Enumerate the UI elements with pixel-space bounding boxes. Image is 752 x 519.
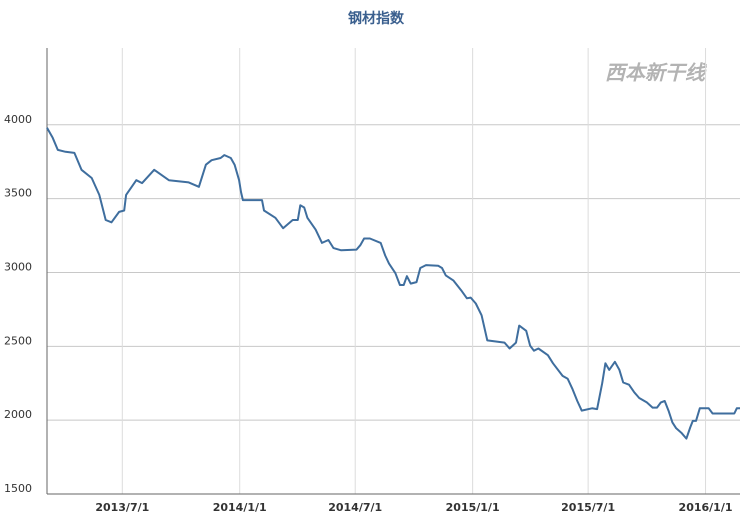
y-tick-label: 3000 (4, 260, 32, 273)
x-tick-label: 2015/1/1 (446, 501, 500, 514)
y-tick-label: 2500 (4, 334, 32, 347)
y-tick-label: 1500 (4, 482, 32, 495)
line (46, 127, 740, 440)
y-tick-label: 4000 (4, 113, 32, 126)
y-tick-label: 3500 (4, 187, 32, 200)
watermark: 西本新干线 (605, 61, 708, 85)
chart-title: 钢材指数 (348, 10, 405, 27)
x-tick-label: 2016/1/1 (679, 501, 733, 514)
x-tick-label: 2015/7/1 (561, 501, 615, 514)
x-tick-label: 2014/7/1 (328, 501, 382, 514)
x-tick-label: 2014/1/1 (213, 501, 267, 514)
y-tick-label: 2000 (4, 408, 32, 421)
x-tick-label: 2013/7/1 (95, 501, 149, 514)
